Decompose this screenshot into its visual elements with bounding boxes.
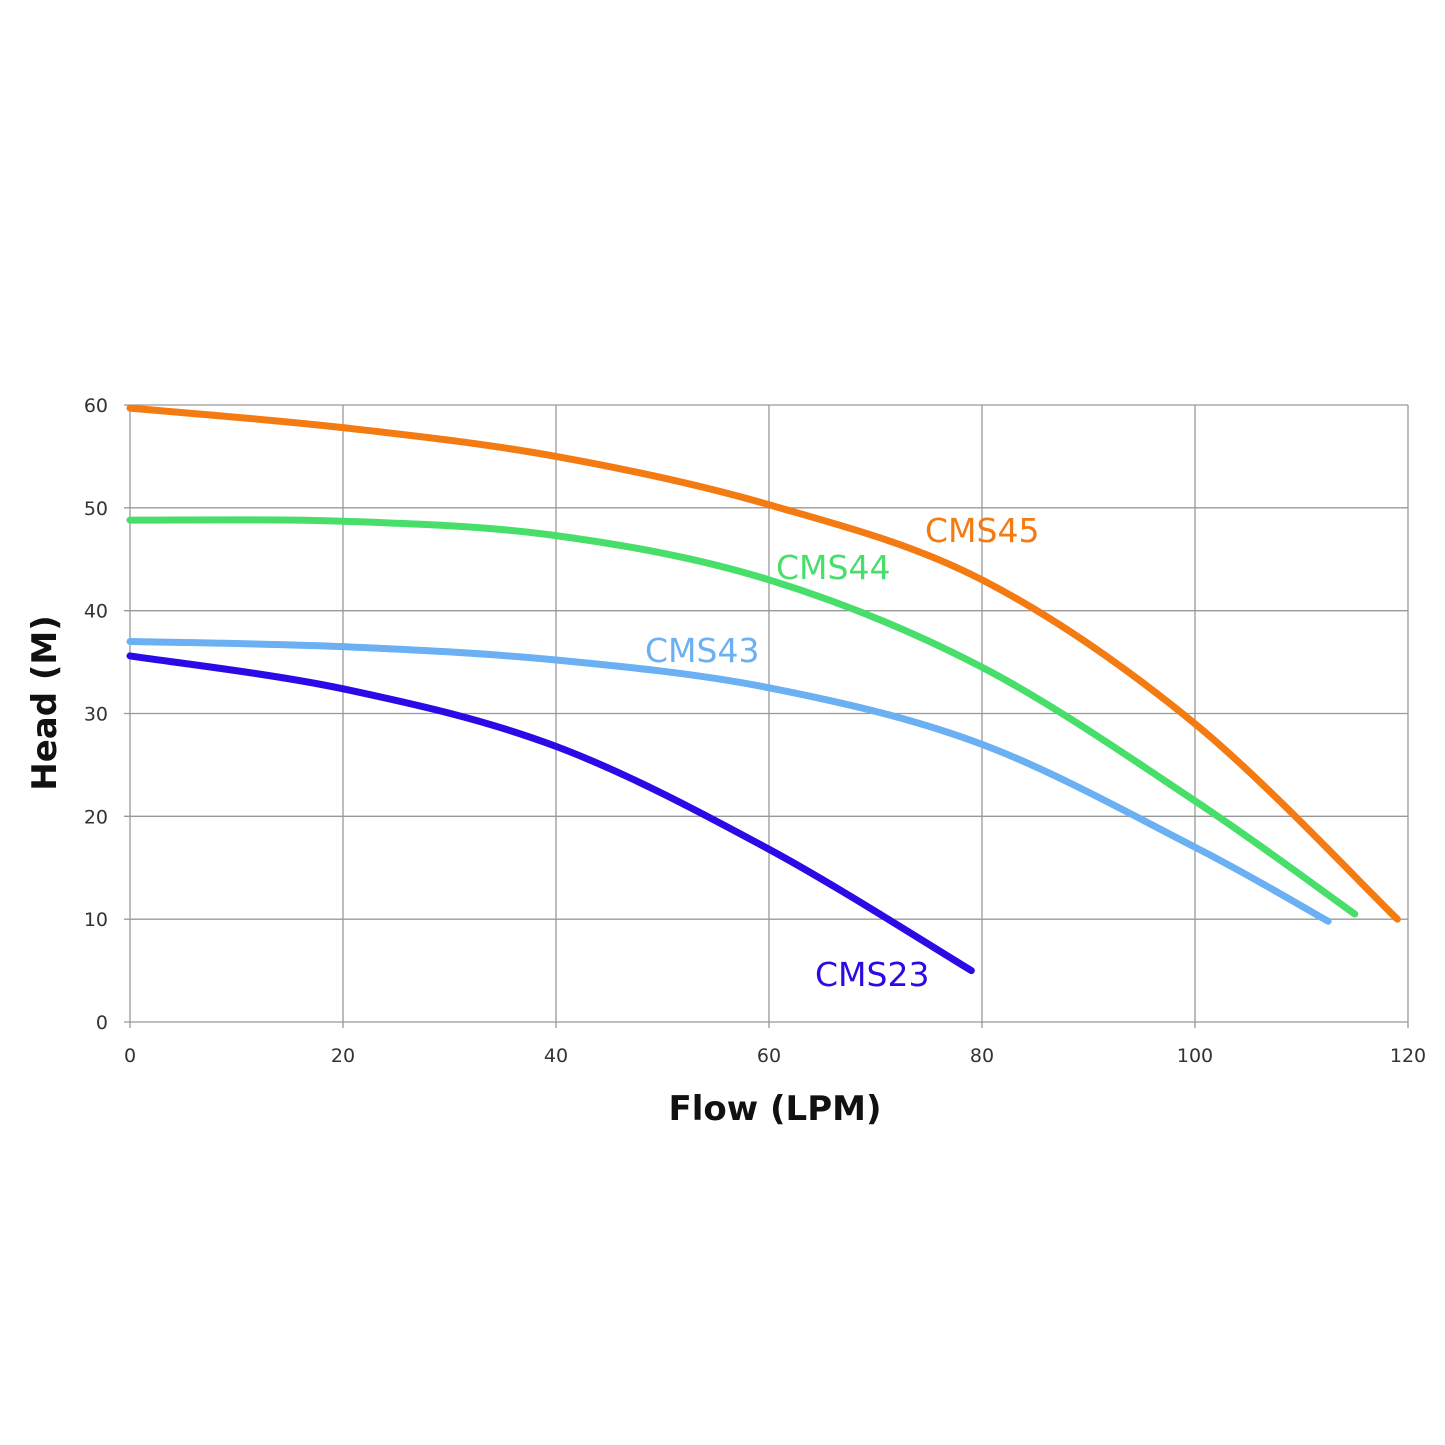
x-tick-label: 40 — [544, 1045, 568, 1067]
y-axis-title: Head (M) — [25, 615, 65, 791]
x-tick-label: 0 — [124, 1045, 136, 1067]
y-tick-label: 0 — [96, 1012, 108, 1034]
y-tick-label: 60 — [84, 395, 108, 417]
series-line-cms43 — [126, 638, 1332, 925]
y-tick-label: 10 — [84, 909, 108, 931]
x-axis-title: Flow (LPM) — [669, 1089, 882, 1129]
y-tick-label: 40 — [84, 601, 108, 623]
y-tick-label: 50 — [84, 498, 108, 520]
x-tick-label: 60 — [757, 1045, 781, 1067]
x-tick-label: 120 — [1390, 1045, 1426, 1067]
series-label-cms44: CMS44 — [776, 548, 890, 587]
y-tick-label: 20 — [84, 806, 108, 828]
x-tick-label: 100 — [1177, 1045, 1213, 1067]
grid — [124, 404, 1409, 1028]
series-label-cms23: CMS23 — [815, 955, 929, 994]
tick-labels: 0 20 40 60 80 100 120 0 10 20 30 40 50 60 — [84, 395, 1426, 1067]
x-tick-label: 80 — [970, 1045, 994, 1067]
x-tick-label: 20 — [331, 1045, 355, 1067]
series-line-cms23 — [126, 652, 975, 975]
series-labels: CMS45 CMS44 CMS43 CMS23 — [645, 511, 1039, 994]
series-label-cms43: CMS43 — [645, 631, 759, 670]
series-line-cms44 — [126, 516, 1359, 918]
series-line-cms45 — [126, 404, 1401, 923]
series-label-cms45: CMS45 — [925, 511, 1039, 550]
series-lines — [126, 404, 1401, 975]
y-tick-label: 30 — [84, 704, 108, 726]
